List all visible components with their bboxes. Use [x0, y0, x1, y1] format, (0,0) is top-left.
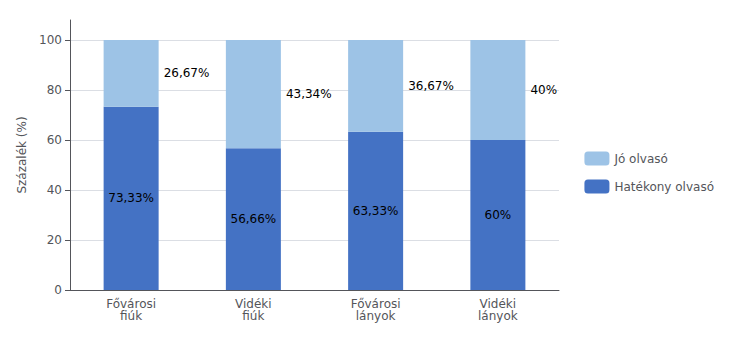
- svg-text:Jó olvasó: Jó olvasó: [613, 152, 667, 166]
- svg-text:Vidéki: Vidéki: [479, 297, 517, 311]
- svg-text:lányok: lányok: [478, 309, 518, 323]
- svg-text:40%: 40%: [530, 83, 557, 97]
- svg-text:100: 100: [39, 33, 62, 47]
- svg-text:26,67%: 26,67%: [164, 66, 210, 80]
- svg-text:Hatékony olvasó: Hatékony olvasó: [614, 180, 714, 194]
- svg-text:56,66%: 56,66%: [230, 212, 276, 226]
- svg-text:lányok: lányok: [356, 309, 396, 323]
- svg-text:fiúk: fiúk: [120, 309, 142, 323]
- svg-text:40: 40: [47, 183, 62, 197]
- svg-text:60%: 60%: [485, 208, 512, 222]
- svg-text:43,34%: 43,34%: [286, 87, 332, 101]
- svg-text:36,67%: 36,67%: [408, 79, 454, 93]
- svg-text:80: 80: [47, 83, 62, 97]
- svg-text:63,33%: 63,33%: [353, 204, 399, 218]
- svg-text:fiúk: fiúk: [242, 309, 264, 323]
- svg-text:60: 60: [47, 133, 62, 147]
- svg-text:73,33%: 73,33%: [108, 191, 154, 205]
- svg-text:Százalék (%): Százalék (%): [15, 116, 29, 193]
- svg-text:Fővárosi: Fővárosi: [350, 297, 401, 311]
- svg-text:0: 0: [54, 283, 62, 297]
- svg-text:Vidéki: Vidéki: [235, 297, 272, 311]
- svg-text:20: 20: [47, 233, 62, 247]
- svg-text:Fővárosi: Fővárosi: [106, 297, 157, 311]
